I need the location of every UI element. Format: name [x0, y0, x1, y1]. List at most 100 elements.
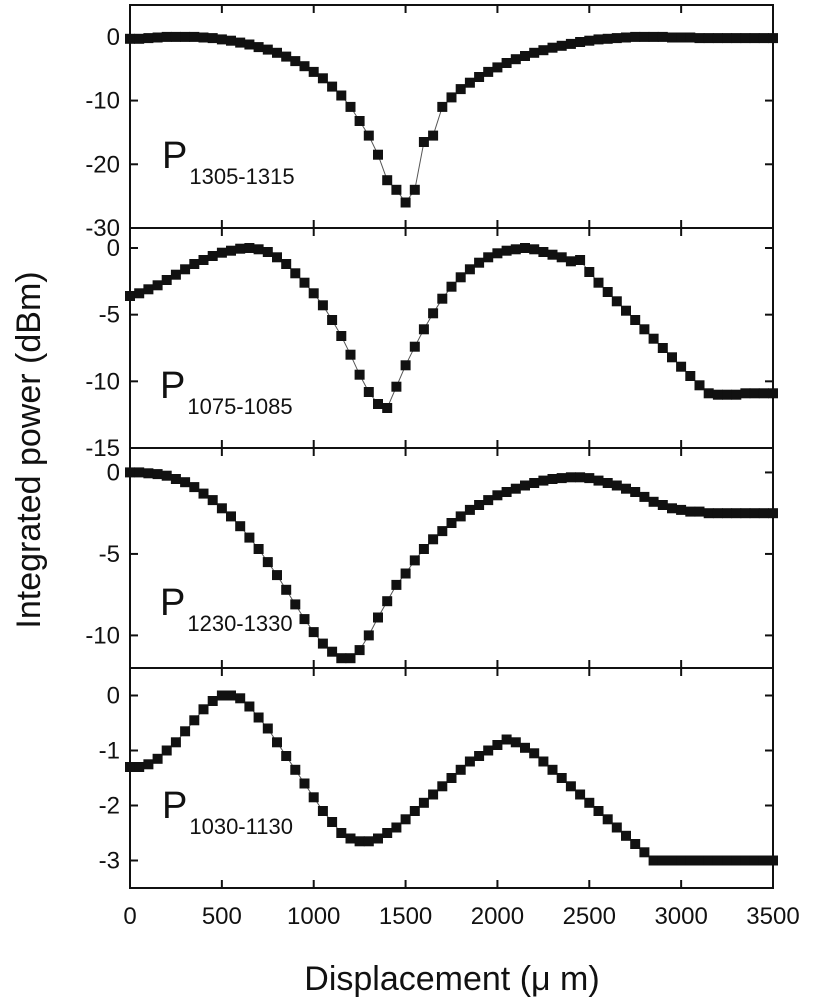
panel-1-data-point [170, 31, 181, 42]
panel-2-data-point [363, 387, 374, 397]
panel-3-data-point [143, 468, 154, 479]
panel-3-data-point [226, 511, 236, 522]
panel-3-data-point [556, 473, 567, 484]
panel-1-data-point [437, 101, 448, 112]
panel-1-data-point [226, 35, 236, 46]
panel-3-data-point [382, 596, 393, 607]
panel-2-data-point [290, 268, 301, 279]
panel-3-data-point [712, 508, 723, 519]
panel-1-data-point [290, 56, 301, 67]
panel-1-data-point [391, 184, 402, 195]
panel-1-data-point [409, 184, 420, 195]
panel-4-data-point [299, 778, 310, 789]
panel-2-data-point [593, 277, 604, 288]
panel-3-data-point [529, 478, 540, 488]
panel-4-data-point [694, 855, 705, 866]
panel-3-data-point [216, 503, 227, 514]
panel-2-data-point [501, 245, 512, 256]
panel-4-data-point [712, 855, 723, 866]
panel-4-data-point [317, 806, 328, 816]
panel-2-data-point [262, 247, 273, 257]
x-tick-label: 2000 [471, 903, 524, 930]
panel-3-data-point [336, 653, 347, 664]
panel-1-data-point [584, 35, 595, 46]
panel-4-data-point [722, 855, 733, 866]
panel-4: 0 -1 -2 -3 P1030-1130 [99, 667, 778, 889]
panel-4-data-point [703, 855, 714, 866]
panel-4-data-point [152, 753, 163, 764]
panel-4-data-point [446, 773, 457, 783]
panel-4-data-point [648, 855, 659, 866]
panel-3-data-point [676, 504, 687, 515]
panel-1-data-point [740, 33, 751, 44]
panel-4-data-point [143, 759, 154, 770]
panel-1-data-point [464, 77, 475, 88]
panel-1-data-point [281, 51, 292, 62]
panel-3-data-point [290, 599, 301, 610]
panel-3-data-point [722, 508, 733, 519]
panel-2-y-tick-label: -15 [85, 435, 120, 462]
panel-4-data-point [281, 751, 292, 761]
panel-3-data-point [621, 483, 631, 494]
panel-4-data-point [382, 828, 393, 838]
panel-4-data-point [345, 833, 356, 844]
panel-1-data-point [143, 33, 154, 44]
panel-4-data-point [391, 822, 402, 833]
x-axis: 0 500 1000 1500 2000 2500 3000 3500 [123, 5, 800, 930]
panel-4-data-point [189, 715, 200, 726]
panel-3-data-point [520, 480, 530, 491]
panel-2-data-point [630, 315, 641, 325]
panel-1-label-sub: 1305-1315 [189, 164, 294, 189]
panel-3-data-point [299, 614, 310, 625]
panel-2-data-point [676, 361, 687, 372]
panel-2-data-point [538, 247, 549, 257]
panel-1-data-point [722, 33, 733, 44]
panel-2-data-point [207, 251, 218, 261]
panel-3-data-point [492, 490, 503, 501]
panel-2-data-point [418, 324, 429, 335]
panel-4-data-point [621, 830, 631, 841]
panel-3-data-point [363, 630, 374, 641]
panel-1-data-point [400, 197, 411, 208]
panel-3-data-point [565, 472, 576, 483]
panel-1-y-tick-label: -10 [85, 88, 120, 115]
panel-2-data-point [373, 399, 383, 409]
panel-1-data-point [657, 31, 668, 42]
panel-2-data-point [520, 243, 530, 253]
panel-1-data-point [152, 32, 163, 43]
panel-4-data-point [529, 748, 540, 759]
panel-4-data-point [602, 814, 613, 825]
panel-1-data-point [538, 45, 549, 56]
panel-1-data-point [198, 32, 209, 43]
panel-2-data-point [510, 244, 521, 255]
panel-4-data-point [584, 797, 595, 808]
panel-3-data-point [198, 488, 209, 499]
panel-2-data-point [464, 264, 475, 275]
panel-3-data-point [648, 496, 659, 507]
panel-4-data-point [161, 745, 172, 756]
panel-4-data-point [685, 855, 696, 866]
panel-2-data-point [281, 259, 292, 269]
panel-4-data-point [180, 726, 191, 737]
panel-2-data-point [492, 248, 503, 259]
panel-2-data-point [758, 388, 769, 399]
panel-1-data-point [125, 33, 135, 44]
panel-3-data-point [180, 477, 191, 488]
panel-2-data-point [529, 244, 540, 255]
x-tick-label: 3500 [746, 903, 799, 930]
panel-4-data-point [474, 751, 485, 761]
panel-4-frame [129, 667, 774, 889]
panel-1-data-point [648, 31, 659, 42]
panel-3-data-point [593, 475, 604, 486]
panel-3-data-point [308, 627, 319, 638]
panel-4-data-point [455, 764, 466, 775]
panel-1-data-point [685, 32, 696, 43]
x-tick-label: 2500 [563, 903, 616, 930]
panel-3-data-point [152, 469, 163, 480]
panel-4-data-point [611, 822, 622, 833]
panel-3-label-sub: 1230-1330 [187, 611, 292, 636]
panel-3-data-point [327, 646, 338, 657]
panel-3-data-point [428, 534, 439, 545]
panel-2-y-tick-label: -5 [99, 302, 120, 329]
panel-4-data-point [520, 742, 530, 753]
